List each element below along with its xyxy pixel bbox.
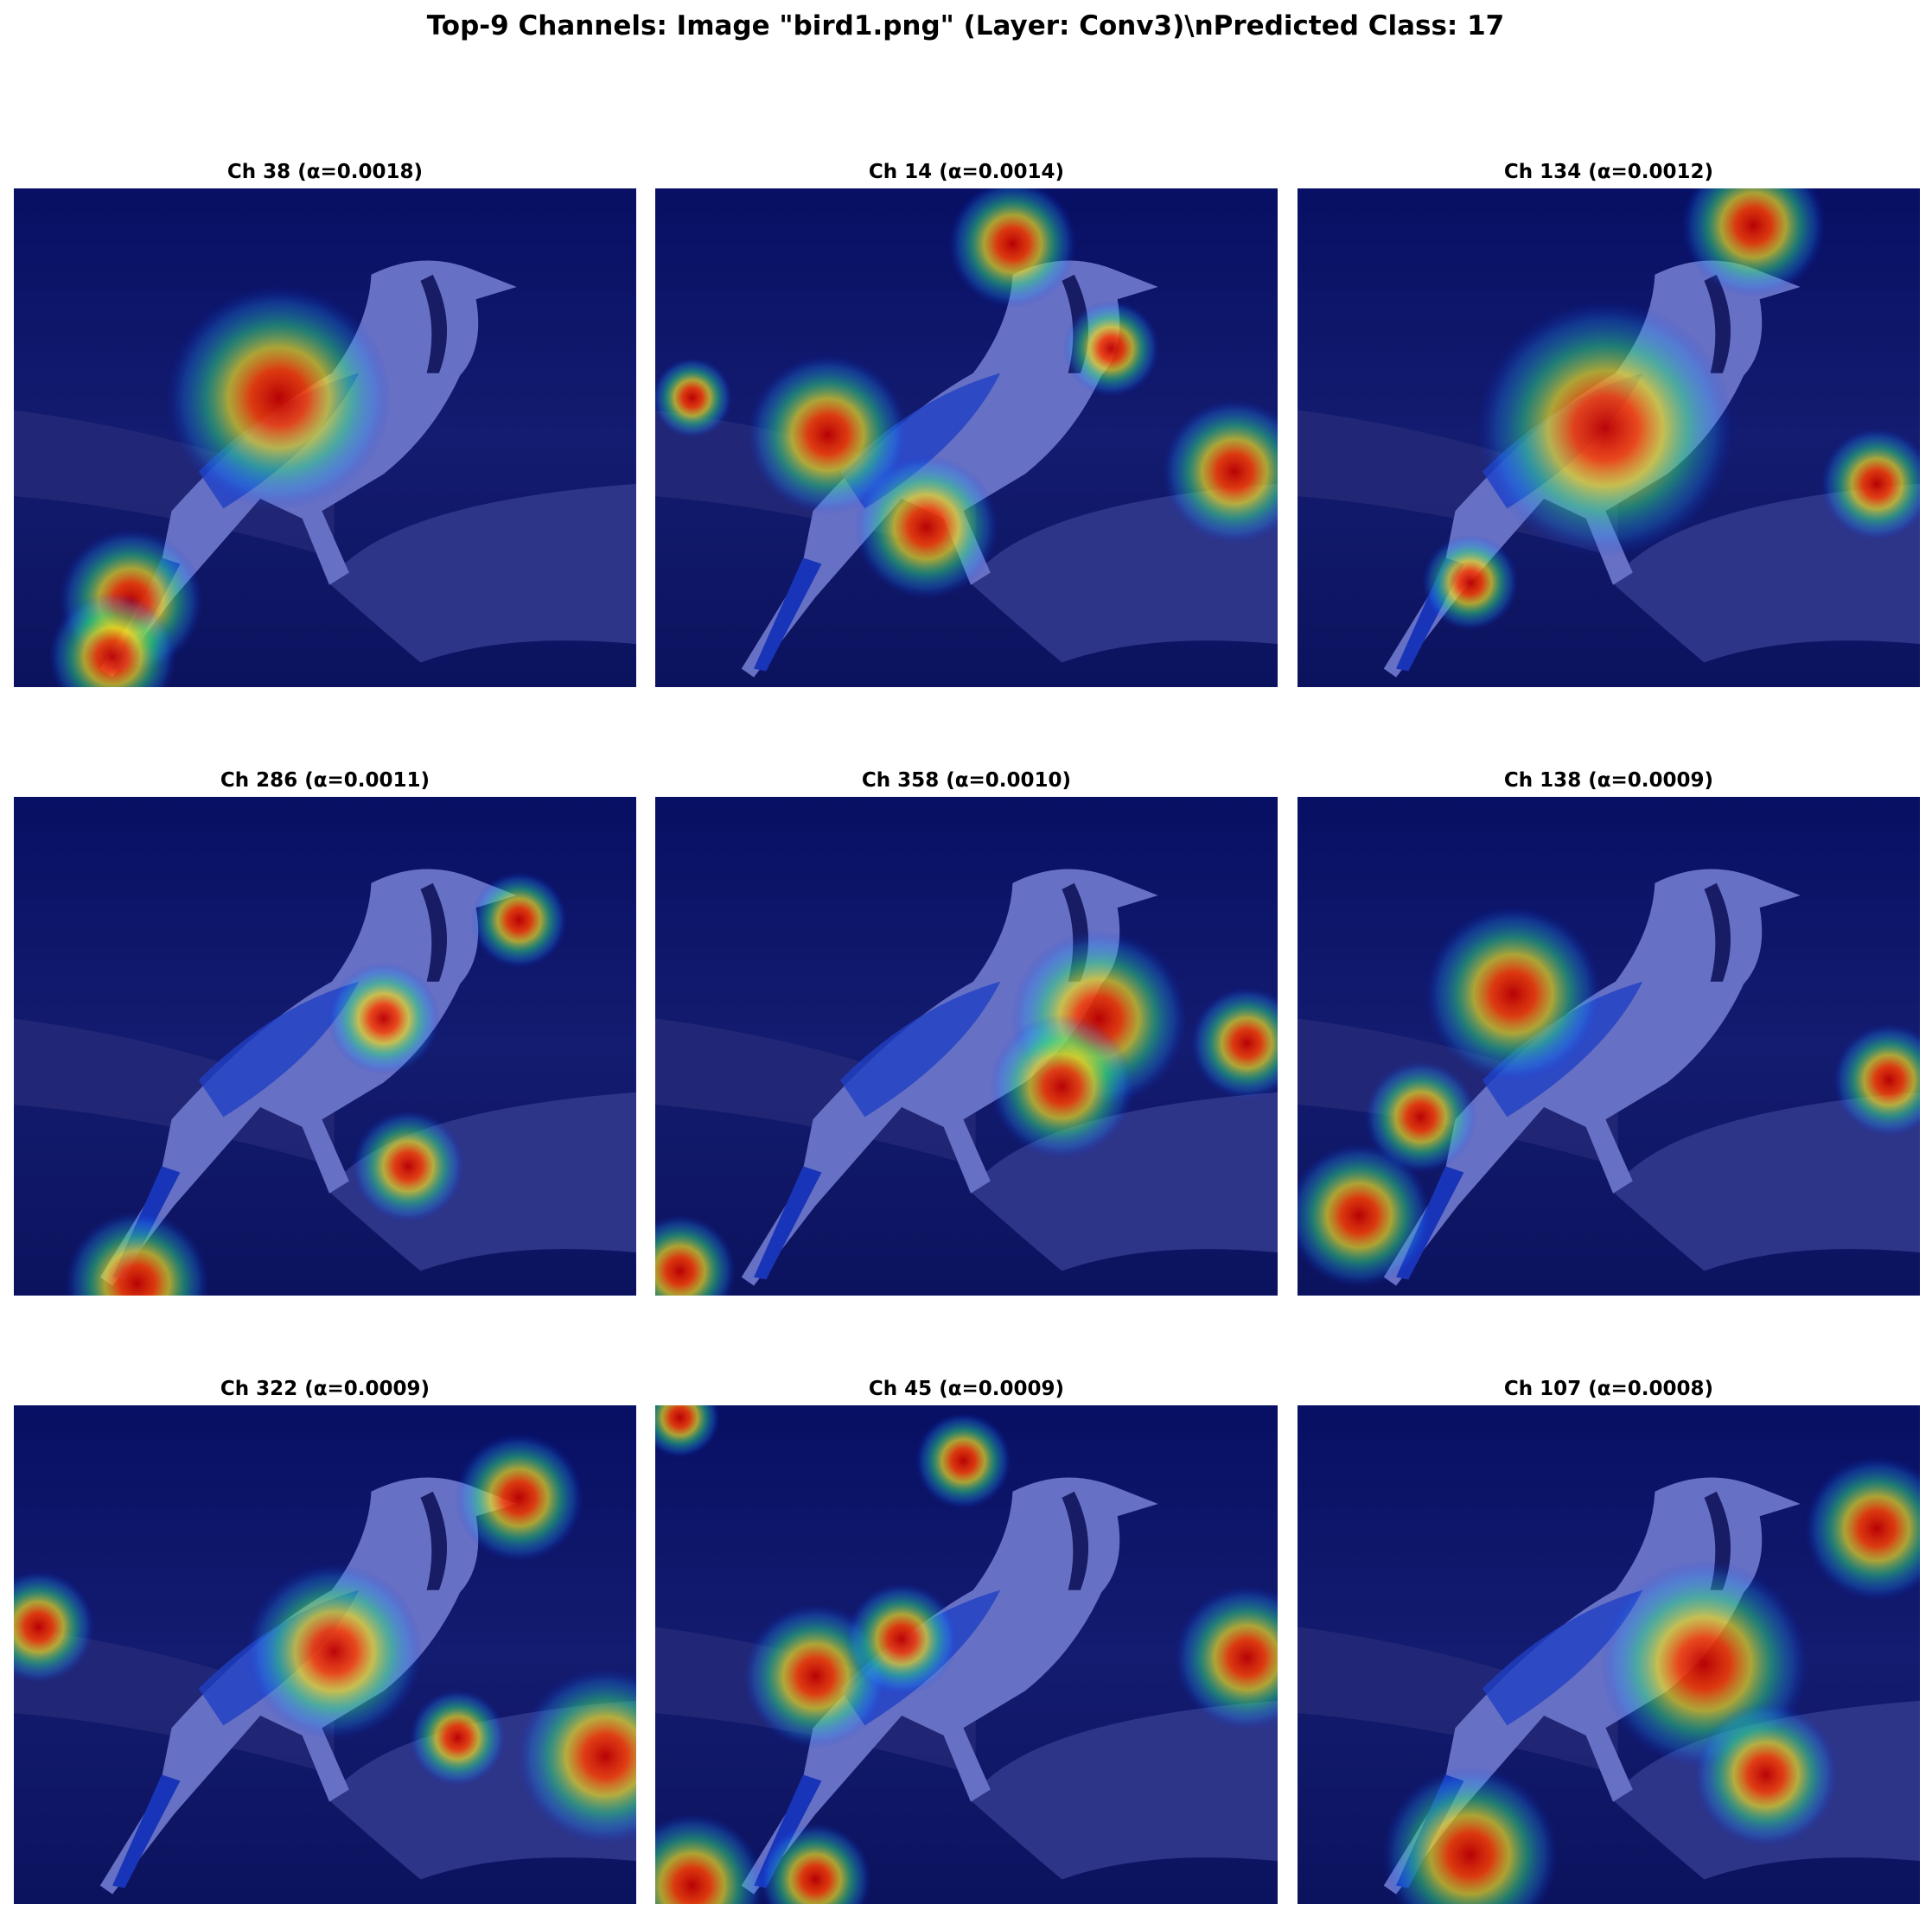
panel-title: Ch 107 (α=0.0008)	[1504, 1378, 1713, 1400]
activation-blob	[1364, 1060, 1477, 1174]
activation-blob	[655, 1813, 765, 1904]
activation-blob	[65, 1211, 209, 1296]
activation-blob	[327, 962, 440, 1075]
heatmap-panel	[14, 1405, 636, 1904]
activation-blob	[655, 357, 733, 438]
heatmap-panel	[655, 188, 1278, 687]
activation-blob	[1062, 300, 1160, 397]
activation-blob	[1298, 1143, 1431, 1288]
panel-title: Ch 286 (α=0.0011)	[220, 769, 430, 792]
activation-blob	[1162, 399, 1278, 544]
activation-blob	[409, 1690, 506, 1786]
activation-blob	[1425, 906, 1602, 1082]
panel-title: Ch 322 (α=0.0009)	[220, 1378, 430, 1400]
figure-title: Top-9 Channels: Image "bird1.png" (Layer…	[427, 10, 1505, 41]
activation-blob	[948, 188, 1077, 309]
activation-blob	[747, 354, 909, 515]
panel-title: Ch 38 (α=0.0018)	[227, 161, 423, 183]
blue-overlay	[655, 797, 1278, 1296]
heatmap-panel	[655, 1405, 1278, 1904]
activation-blob	[455, 1433, 583, 1562]
activation-blob	[1422, 534, 1519, 631]
heatmap-panel	[14, 797, 636, 1296]
activation-blob	[845, 1583, 959, 1696]
activation-blob	[990, 1014, 1134, 1159]
activation-blob	[1693, 1703, 1839, 1847]
activation-blob	[166, 285, 392, 510]
activation-blob	[517, 1668, 636, 1844]
activation-blob	[1820, 428, 1920, 540]
activation-blob	[352, 1110, 465, 1223]
panel-title: Ch 45 (α=0.0009)	[869, 1378, 1064, 1400]
activation-blob	[1174, 1585, 1278, 1730]
panel-title: Ch 138 (α=0.0009)	[1504, 769, 1713, 792]
heatmap-panel	[655, 797, 1278, 1296]
panel-title: Ch 358 (α=0.0010)	[862, 769, 1071, 792]
activation-blob	[1681, 188, 1826, 298]
activation-blob	[470, 871, 568, 969]
heatmap-panel	[1298, 1405, 1920, 1904]
activation-blob	[1477, 300, 1734, 557]
heatmap-panel	[1298, 797, 1920, 1296]
panel-title: Ch 14 (α=0.0014)	[869, 161, 1064, 183]
activation-blob	[854, 455, 999, 600]
activation-blob	[759, 1823, 872, 1904]
heatmap-panel	[1298, 188, 1920, 687]
activation-blob	[14, 1570, 95, 1684]
activation-blob	[1381, 1767, 1559, 1904]
activation-blob	[655, 1214, 736, 1296]
heatmap-panel	[14, 188, 636, 687]
activation-blob	[655, 1405, 720, 1458]
activation-blob	[1833, 1023, 1920, 1137]
activation-blob	[48, 592, 177, 687]
activation-blob	[915, 1412, 1012, 1509]
panel-title: Ch 134 (α=0.0012)	[1504, 161, 1713, 183]
activation-blob	[1190, 987, 1278, 1099]
activation-blob	[245, 1564, 423, 1740]
activation-blob	[1804, 1456, 1920, 1601]
